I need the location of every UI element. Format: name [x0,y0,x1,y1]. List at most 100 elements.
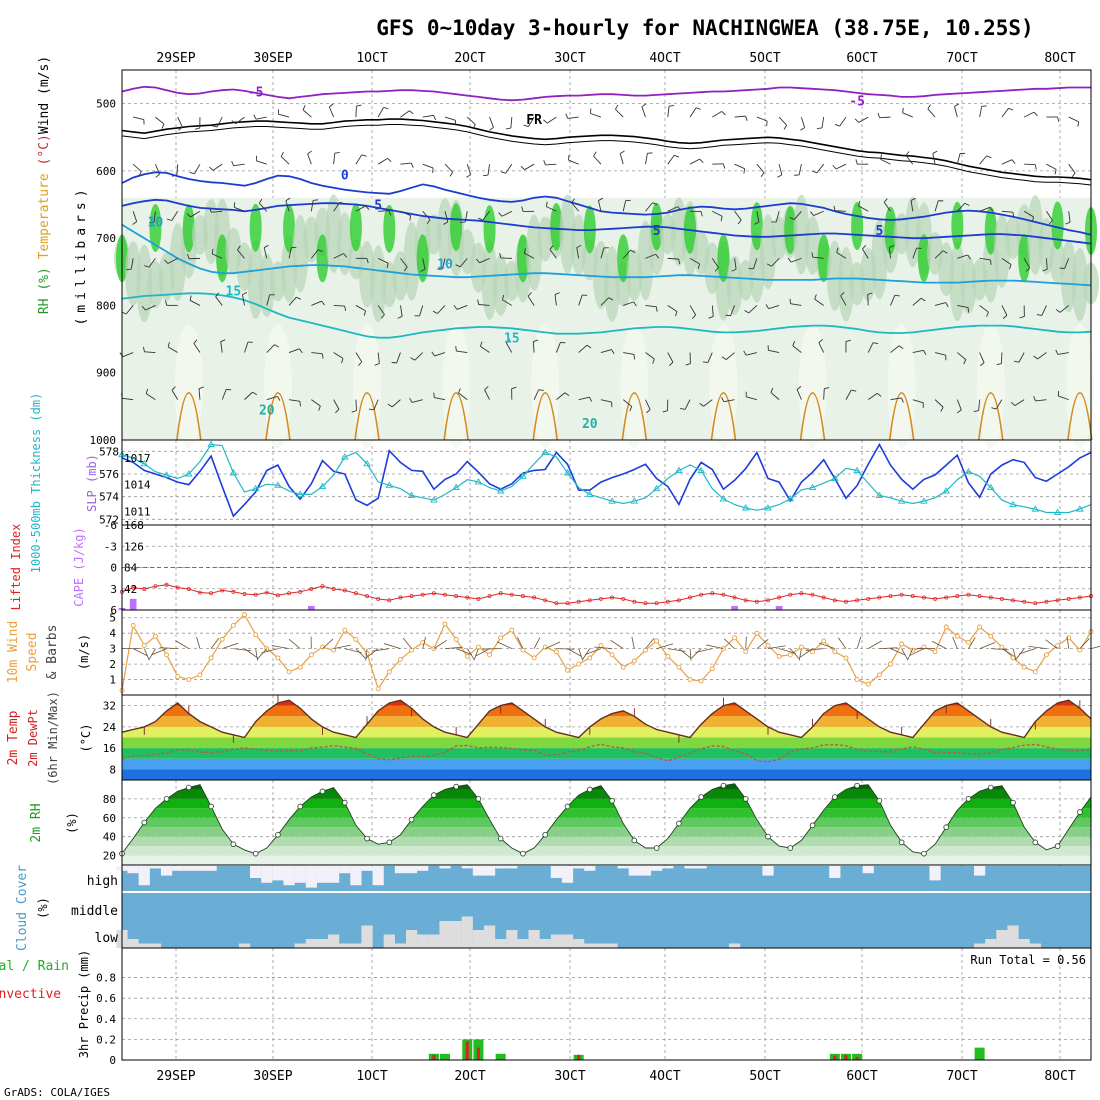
cloud-low-fill [595,943,607,948]
wind-barb-flag [691,314,697,319]
wind-barb [979,257,991,261]
wind-barb-flag [543,160,546,166]
wind-barb-flag [957,409,962,414]
lifted-index-marker [665,599,670,604]
wind-barb-flag [708,315,714,319]
lifted-index-marker [988,595,993,600]
cloud-low-fill [472,930,485,948]
lifted-index-marker [1055,598,1060,603]
wind-speed-marker [308,652,314,658]
rh-dry-spot [798,324,827,449]
cloud-high-gap [361,866,373,871]
wind-barb [466,116,476,125]
thickness-marker [875,491,884,498]
wind-barb-flag [1036,314,1042,316]
thickness-marker [920,497,928,504]
wind10-barb [159,647,178,650]
wind10-barb [585,648,602,655]
cloud-row-label-high: high [87,874,118,889]
wind-barb-flag [356,104,362,107]
wind-barb [956,399,962,411]
thickness-marker [630,497,639,504]
thickness-marker [185,470,193,477]
slp-ylabel: SLP (mb) [85,454,99,512]
wind-speed-marker [865,681,871,687]
wind-barb-flag [655,253,660,259]
lifted-index-marker [454,594,459,599]
lifted-index-marker [921,595,926,600]
wind-barb-flag [721,111,726,116]
cloud-low-fill [539,939,551,948]
wind-speed-marker [687,677,693,682]
wind-barb-flag [674,154,680,158]
wind-barb-flag [455,345,457,352]
wind-barb [734,163,745,170]
wind-barb-flag [940,406,944,412]
wind-barb-flag [220,339,226,343]
chart-title: GFS 0~10day 3-hourly for NACHINGWEA (38.… [376,16,1033,40]
precip-convective-bar [432,1054,436,1060]
cloud-high-gap [439,866,451,869]
wind-barb-flag [1042,268,1048,272]
thickness-marker [897,497,906,504]
wind-barb-flag [655,306,658,312]
wind-speed-marker [531,655,537,661]
rh-blob-moist [951,201,964,250]
wind-barb-flag [858,200,861,207]
wind-barb-flag [889,245,895,248]
wind-barb-flag [211,248,214,254]
thickness-marker [385,481,394,488]
wind10-barb [556,648,575,650]
contour-label: FR [526,113,542,128]
wind-barb-flag [321,300,325,306]
rh-blob [949,241,966,322]
rh-marker [809,822,816,829]
wind-barb-flag [787,257,792,263]
wind-barb [979,305,989,313]
wind-barb [1001,210,1013,213]
wind-barb [189,300,201,306]
wind-barb-flag [964,202,970,206]
wind-barb-flag [1011,159,1016,164]
lifted-index-marker [420,592,425,597]
wind10-barb [1066,636,1070,649]
rh-blob-moist [416,234,429,283]
wind10-barb [779,648,796,654]
cloud-low-fill [550,934,562,948]
wind-barb [1057,352,1069,355]
wind10-barb [222,642,239,650]
wind-barb-flag [484,386,489,391]
wind-barb [979,155,988,165]
wind10-barb [645,637,655,649]
wind-barb-flag [1014,360,1020,363]
thickness-marker [274,481,282,488]
wind-barb-flag [678,259,681,265]
wind-barb [502,299,513,306]
wind-barb [145,305,156,311]
wind-barb [311,352,323,355]
wind-barb-flag [403,266,408,272]
lifted-index-marker [933,596,938,601]
wind10-barb [931,640,947,649]
temp-line [121,699,1092,739]
wind-barb [307,153,312,165]
wind-barb [489,116,494,128]
wind-barb [400,258,408,268]
wind-speed-marker [520,647,526,653]
cloud-low-fill [138,943,150,948]
wind-barb-flag [737,219,742,225]
cloud-high-gap [417,866,429,871]
wind-barb-flag [501,294,505,300]
rh-marker [1054,843,1061,849]
thickness-marker [585,490,594,497]
pressure-tick-label: 700 [96,232,116,245]
wind-barb [422,163,434,169]
rh-marker [987,784,994,791]
wind-barb-flag [193,339,198,344]
lifted-index-marker [431,591,436,596]
lifted-index-marker [142,587,147,591]
cloud-low-fill [450,921,462,948]
cloud-high-gap [862,866,874,874]
date-label-top: 3OCT [554,51,585,66]
wind-barb-flag [697,263,700,269]
